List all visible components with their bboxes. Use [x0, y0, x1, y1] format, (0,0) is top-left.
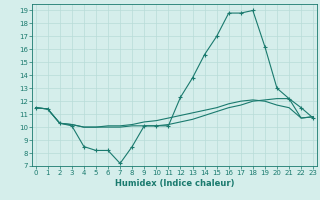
X-axis label: Humidex (Indice chaleur): Humidex (Indice chaleur) — [115, 179, 234, 188]
